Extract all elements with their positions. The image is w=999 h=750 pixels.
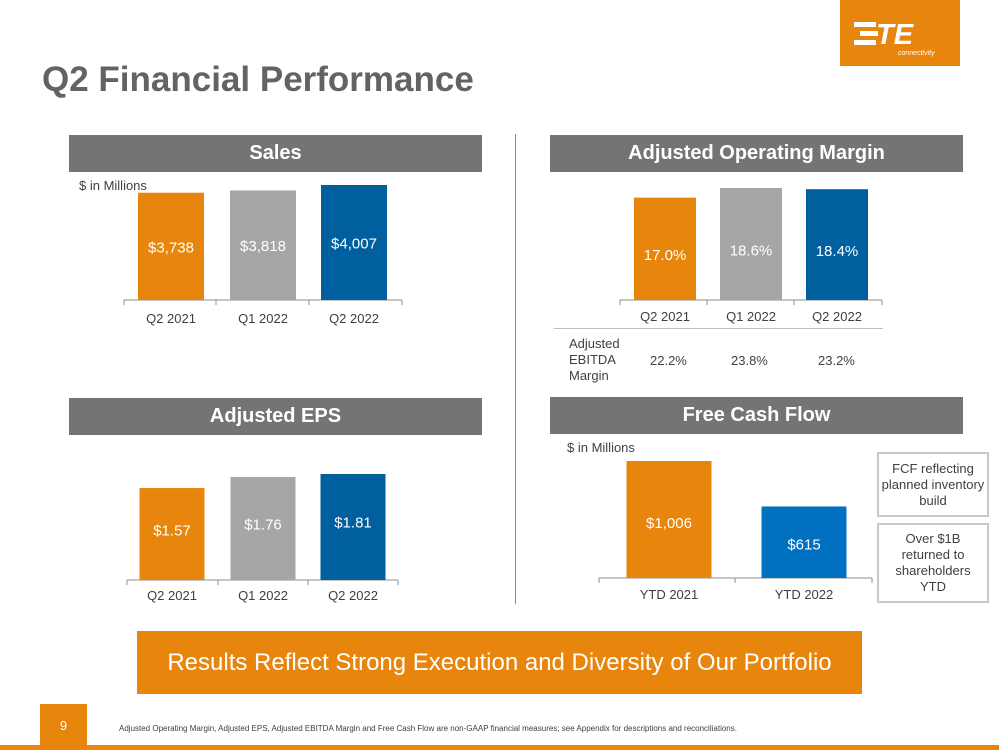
page-title: Q2 Financial Performance (42, 60, 474, 99)
aom-data-label: 17.0% (644, 247, 687, 264)
aom-header: Adjusted Operating Margin (550, 135, 963, 172)
fcf-note-shareholders: Over $1B returned to shareholders YTD (877, 523, 989, 603)
eps-data-label: $1.76 (244, 516, 282, 533)
logo-subtext: connectivity (898, 50, 935, 57)
fcf-category-label: YTD 2021 (640, 587, 699, 602)
eps-data-label: $1.57 (153, 522, 191, 539)
sales-bar (230, 190, 296, 300)
aom-category-label: Q2 2022 (812, 309, 862, 324)
ebitda-value: 22.2% (650, 353, 687, 368)
aom-data-label: 18.6% (730, 243, 773, 260)
page-number: 9 (40, 704, 87, 746)
ebitda-label: Adjusted EBITDA Margin (569, 336, 620, 384)
sales-category-label: Q2 2021 (146, 311, 196, 326)
aom-category-label: Q2 2021 (640, 309, 690, 324)
aom-data-label: 18.4% (816, 243, 859, 260)
summary-banner: Results Reflect Strong Execution and Div… (137, 631, 862, 694)
footer-line (0, 745, 999, 750)
fcf-category-label: YTD 2022 (775, 587, 834, 602)
ebitda-value: 23.8% (731, 353, 768, 368)
aom-category-label: Q1 2022 (726, 309, 776, 324)
fcf-note-inventory: FCF reflecting planned inventory build (877, 452, 989, 517)
aom-bar (720, 188, 782, 300)
fcf-data-label: $615 (787, 537, 820, 554)
eps-bar (320, 474, 386, 580)
eps-category-label: Q1 2022 (238, 588, 288, 603)
ebitda-label-line: EBITDA (569, 352, 616, 367)
eps-bar (230, 476, 296, 580)
sales-header: Sales (69, 135, 482, 172)
sales-category-label: Q2 2022 (329, 311, 379, 326)
sales-data-label: $4,007 (331, 236, 377, 253)
ebitda-divider (554, 328, 883, 329)
aom-bar (634, 197, 696, 300)
logo-text: TE (876, 19, 915, 51)
sales-category-label: Q1 2022 (238, 311, 288, 326)
eps-category-label: Q2 2022 (328, 588, 378, 603)
fcf-data-label: $1,006 (646, 515, 692, 532)
vertical-divider (515, 134, 516, 604)
eps-category-label: Q2 2021 (147, 588, 197, 603)
sales-unit-label: $ in Millions (79, 178, 147, 193)
sales-bar (321, 185, 387, 300)
fcf-bar (761, 506, 847, 578)
ebitda-value: 23.2% (818, 353, 855, 368)
aom-bar (806, 189, 868, 300)
fcf-header: Free Cash Flow (550, 397, 963, 434)
ebitda-label-line: Margin (569, 368, 609, 383)
ebitda-label-line: Adjusted (569, 336, 620, 351)
te-logo: TE connectivity (840, 0, 960, 66)
sales-data-label: $3,738 (148, 239, 194, 256)
fcf-unit-label: $ in Millions (567, 440, 635, 455)
sales-bar (138, 192, 204, 300)
fcf-bar (626, 461, 712, 578)
sales-data-label: $3,818 (240, 238, 286, 255)
footnote: Adjusted Operating Margin, Adjusted EPS,… (119, 724, 737, 733)
eps-data-label: $1.81 (334, 515, 372, 532)
eps-bar (139, 488, 205, 580)
eps-header: Adjusted EPS (69, 398, 482, 435)
